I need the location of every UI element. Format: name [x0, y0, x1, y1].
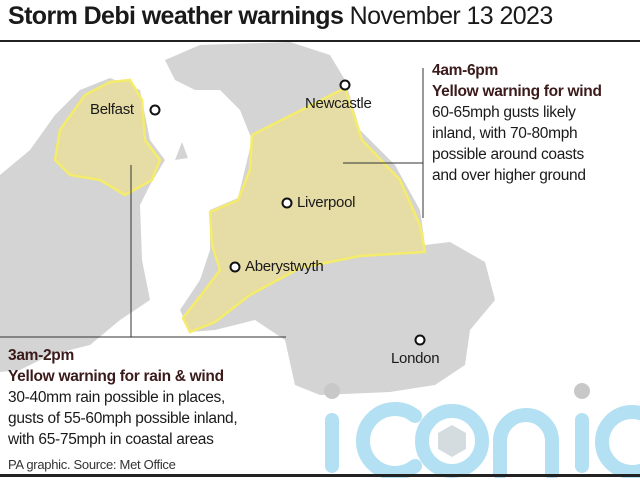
rain-wind-warning-text: 3am-2pm Yellow warning for rain & wind 3…: [8, 345, 238, 450]
rain-wind-warning-time: 3am-2pm: [8, 347, 74, 364]
wind-warning-heading: Yellow warning for wind: [432, 83, 602, 100]
rain-wind-warning-line: with 65-75mph in coastal areas: [8, 431, 214, 448]
wind-warning-text: 4am-6pm Yellow warning for wind 60-65mph…: [432, 60, 602, 186]
warning-area-northern-ireland: [53, 78, 162, 197]
title-divider: [0, 40, 640, 42]
rain-wind-warning-line: 30-40mm rain possible in places,: [8, 389, 225, 406]
island: [175, 142, 188, 160]
wind-warning-line: possible around coasts: [432, 146, 584, 163]
city-label-newcastle: Newcastle: [305, 95, 372, 112]
title-date: November 13 2023: [349, 2, 554, 30]
rain-wind-warning-line: gusts of 55-60mph possible inland,: [8, 410, 238, 427]
svg-text:iconic: iconic: [320, 378, 323, 379]
city-label-belfast: Belfast: [90, 101, 134, 118]
wind-warning-line: 60-65mph gusts likely: [432, 104, 576, 121]
wind-warning-line: inland, with 70-80mph: [432, 125, 578, 142]
leader-line-rain-wind: [0, 165, 286, 338]
city-label-london: London: [391, 350, 440, 367]
wind-warning-time: 4am-6pm: [432, 62, 498, 79]
page-title: Storm Debi weather warnings November 13 …: [8, 2, 553, 31]
rain-wind-warning-heading: Yellow warning for rain & wind: [8, 368, 224, 385]
title-main: Storm Debi weather warnings: [8, 2, 344, 30]
aberystwyth-marker: [229, 261, 241, 273]
liverpool-marker: [281, 197, 293, 209]
bottom-rule: [0, 474, 640, 477]
belfast-marker: [149, 104, 161, 116]
newcastle-marker: [339, 79, 351, 91]
leader-line-wind: [343, 68, 424, 218]
source-credit: PA graphic. Source: Met Office: [8, 457, 176, 472]
city-label-aberystwyth: Aberystwyth: [245, 258, 324, 275]
london-marker: [414, 334, 426, 346]
city-label-liverpool: Liverpool: [297, 194, 356, 211]
warning-area-england-wales: [181, 86, 427, 334]
wind-warning-line: and over higher ground: [432, 167, 586, 184]
iconic-watermark-logo: iconic: [320, 378, 640, 478]
